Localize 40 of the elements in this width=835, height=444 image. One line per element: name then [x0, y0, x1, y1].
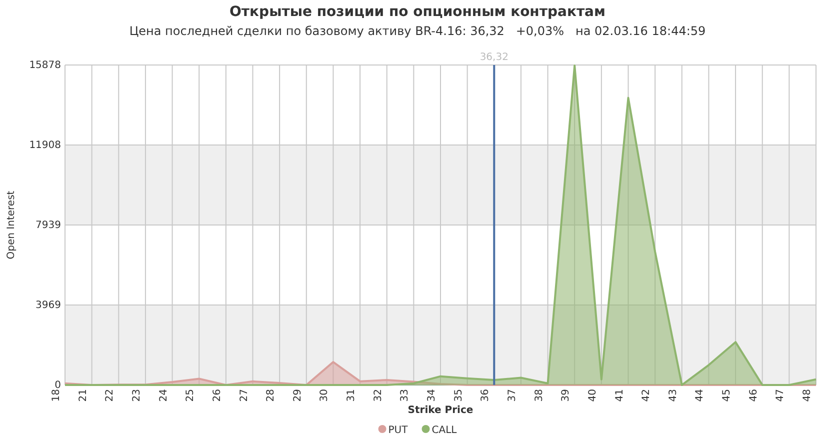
legend-label: CALL — [432, 425, 458, 436]
y-tick-label: 11908 — [29, 140, 61, 152]
y-tick-label: 7939 — [36, 220, 61, 232]
x-tick-label: 28 — [266, 389, 277, 402]
ref-line-label: 36,32 — [480, 52, 508, 63]
x-tick-label: 21 — [78, 389, 89, 402]
x-tick-label: 29 — [292, 389, 304, 402]
x-tick-label: 18 — [51, 389, 62, 402]
y-axis-title: Open Interest — [6, 190, 17, 260]
x-tick-label: 27 — [238, 389, 250, 402]
x-tick-label: 24 — [158, 389, 170, 402]
x-axis-title: Strike Price — [408, 405, 474, 416]
x-tick-label: 23 — [131, 389, 142, 402]
x-tick-label: 30 — [319, 389, 330, 402]
x-tick-label: 43 — [668, 389, 679, 402]
x-tick-label: 47 — [775, 389, 786, 402]
x-tick-label: 39 — [560, 389, 572, 402]
y-tick-label: 3969 — [36, 300, 61, 312]
chart-title: Открытые позиции по опционным контрактам — [230, 4, 606, 20]
x-tick-label: 32 — [372, 389, 384, 402]
x-tick-label: 35 — [453, 389, 464, 402]
x-tick-label: 31 — [346, 389, 358, 402]
x-tick-label: 38 — [534, 389, 545, 402]
x-tick-label: 34 — [426, 389, 438, 402]
x-tick-label: 25 — [185, 389, 196, 402]
x-tick-label: 33 — [400, 389, 411, 402]
chart-subtitle: Цена последней сделки по базовому активу BR-4.16: 36,32 +0,03% на 02.03.16 18:44:59 — [129, 24, 706, 38]
x-tick-label: 45 — [722, 389, 733, 402]
x-tick-label: 46 — [748, 389, 760, 402]
x-tick-label: 36 — [480, 389, 492, 402]
x-tick-label: 22 — [104, 389, 116, 402]
x-tick-label: 26 — [212, 389, 223, 402]
x-tick-label: 48 — [802, 389, 813, 402]
x-tick-label: 42 — [641, 389, 652, 402]
x-tick-label: 44 — [694, 389, 706, 402]
legend-label: PUT — [388, 425, 409, 436]
x-tick-label: 40 — [587, 389, 598, 402]
x-tick-label: 41 — [614, 389, 626, 402]
y-tick-label: 15878 — [29, 60, 61, 72]
x-tick-label: 37 — [506, 389, 518, 402]
